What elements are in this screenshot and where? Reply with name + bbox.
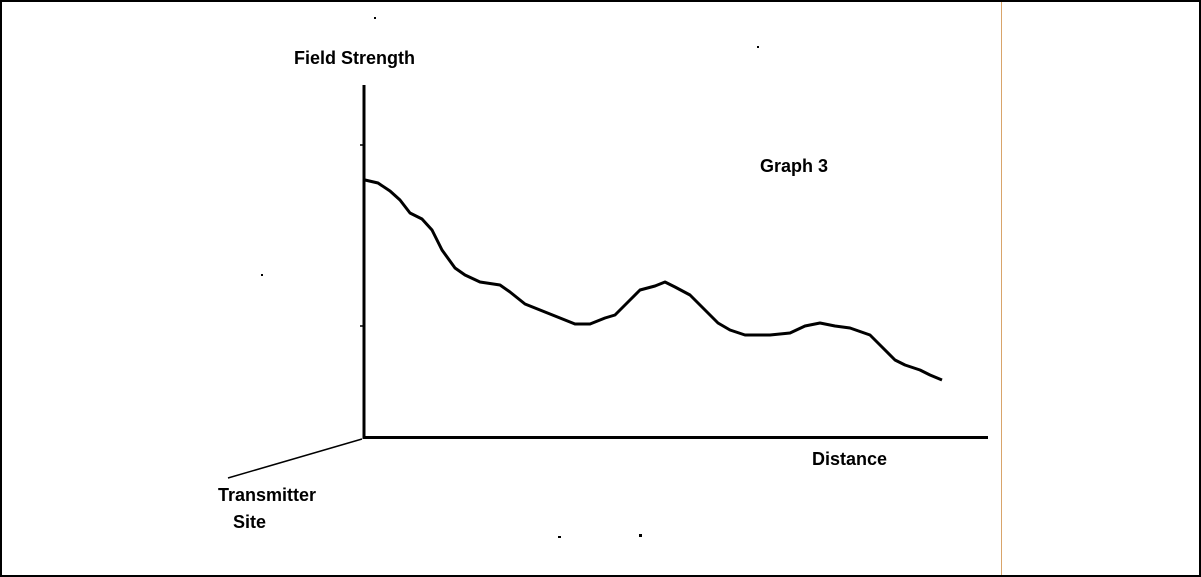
- stray-dot: [374, 17, 376, 19]
- stray-dot: [261, 274, 263, 276]
- y-axis-label: Field Strength: [294, 48, 415, 68]
- graph-title: Graph 3: [760, 156, 828, 176]
- origin-label: Transmitter: [218, 485, 316, 505]
- origin-label: Site: [233, 512, 266, 532]
- stray-dot: [558, 536, 561, 538]
- stray-dot: [757, 46, 759, 48]
- stray-dot: [639, 534, 642, 537]
- x-axis-label: Distance: [812, 449, 887, 469]
- field-strength-curve: [364, 178, 943, 382]
- origin-pointer: [227, 438, 363, 479]
